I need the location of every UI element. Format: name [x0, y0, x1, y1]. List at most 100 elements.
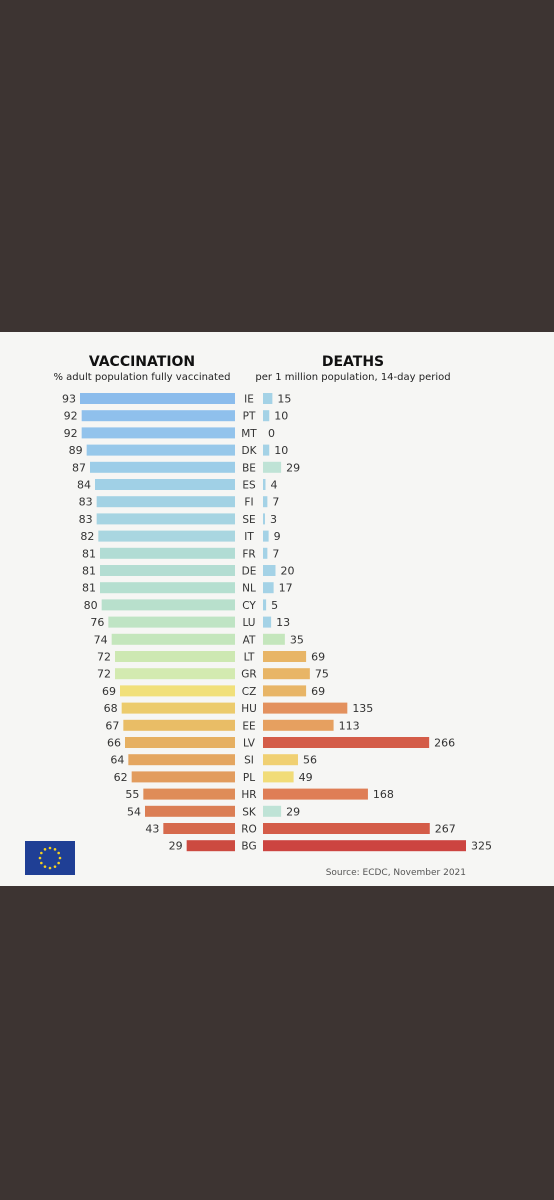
eu-flag-star	[40, 861, 43, 865]
country-code-cz: CZ	[242, 686, 257, 698]
country-code-cy: CY	[242, 600, 256, 612]
vaccination-bar-lv	[125, 737, 235, 748]
vaccination-label-se: 83	[79, 513, 93, 526]
chart: VACCINATION % adult population fully vac…	[25, 354, 492, 878]
country-code-hu: HU	[241, 703, 257, 715]
vaccination-bar-mt	[81, 427, 236, 439]
country-code-be: BE	[242, 462, 256, 474]
deaths-label-de: 20	[280, 565, 294, 578]
vaccination-bar-nl	[100, 582, 235, 594]
vaccination-bar-it	[98, 530, 235, 542]
vaccination-label-cz: 69	[102, 685, 116, 698]
vaccination-title: VACCINATION	[89, 354, 195, 370]
eu-flag-icon	[25, 841, 75, 875]
vaccination-bar-be	[90, 461, 235, 473]
vaccination-bar-at	[111, 633, 235, 645]
country-code-dk: DK	[242, 445, 258, 457]
vaccination-bar-ro	[163, 823, 235, 834]
vaccination-label-de: 81	[82, 565, 96, 578]
vaccination-label-es: 84	[77, 479, 91, 492]
vaccination-label-sk: 54	[127, 805, 141, 818]
country-code-ro: RO	[241, 824, 257, 836]
vaccination-label-bg: 29	[169, 840, 183, 853]
country-code-lv: LV	[243, 738, 256, 750]
country-code-mt: MT	[241, 428, 257, 440]
deaths-bar-fr	[263, 547, 268, 559]
deaths-bar-lu	[263, 616, 272, 628]
deaths-label-lv: 266	[434, 737, 455, 750]
eu-flag-star	[57, 851, 60, 855]
deaths-label-lu: 13	[276, 616, 290, 629]
chart-card: VACCINATION % adult population fully vac…	[0, 332, 554, 886]
country-code-lu: LU	[242, 617, 255, 629]
vaccination-bar-lu	[108, 616, 235, 628]
vaccination-bar-lt	[115, 651, 235, 662]
vaccination-label-si: 64	[110, 754, 124, 767]
deaths-bar-pt	[263, 410, 270, 422]
country-code-se: SE	[242, 514, 255, 526]
deaths-bar-pl	[263, 771, 294, 783]
country-code-at: AT	[243, 634, 256, 646]
vaccination-label-lt: 72	[97, 651, 111, 664]
deaths-bar-nl	[263, 582, 274, 594]
deaths-bar-bg	[263, 840, 466, 852]
deaths-label-it: 9	[274, 530, 281, 543]
vaccination-label-lv: 66	[107, 737, 121, 750]
deaths-title: DEATHS	[322, 354, 384, 370]
vaccination-label-it: 82	[80, 530, 94, 543]
vaccination-bar-de	[100, 565, 235, 576]
vaccination-bar-dk	[86, 444, 236, 456]
deaths-bar-cz	[263, 685, 307, 697]
deaths-bar-dk	[263, 444, 270, 456]
vaccination-bar-cy	[101, 599, 236, 611]
deaths-label-pl: 49	[299, 771, 313, 784]
country-code-es: ES	[242, 480, 256, 492]
vaccination-label-pl: 62	[114, 771, 128, 784]
eu-flag-star	[53, 865, 57, 868]
deaths-label-gr: 75	[315, 668, 329, 681]
deaths-label-be: 29	[286, 461, 300, 474]
eu-flag-star	[43, 848, 47, 851]
deaths-label-cz: 69	[311, 685, 325, 698]
vaccination-bar-pl	[131, 771, 235, 783]
country-code-nl: NL	[242, 583, 256, 595]
source-note: Source: ECDC, November 2021	[326, 868, 466, 878]
deaths-label-si: 56	[303, 754, 317, 767]
vaccination-bar-hu	[121, 702, 235, 714]
eu-flag-star	[58, 856, 62, 860]
deaths-label-mt: 0	[268, 427, 275, 440]
deaths-label-at: 35	[290, 633, 304, 646]
vaccination-label-hu: 68	[104, 702, 118, 715]
deaths-bar-fi	[263, 496, 268, 508]
deaths-label-dk: 10	[274, 444, 288, 457]
vaccination-label-nl: 81	[82, 582, 96, 595]
deaths-label-pt: 10	[274, 410, 288, 423]
deaths-bar-es	[263, 479, 266, 490]
eu-flag-star	[57, 861, 60, 865]
vaccination-bar-bg	[186, 840, 235, 852]
deaths-bar-hr	[263, 788, 368, 800]
deaths-bar-hu	[263, 702, 348, 714]
eu-flag-star	[48, 846, 52, 850]
eu-flag-star	[53, 848, 57, 851]
vaccination-label-fi: 83	[79, 496, 93, 509]
country-code-ie: IE	[244, 394, 254, 406]
vaccination-bar-se	[96, 513, 236, 525]
deaths-label-ee: 113	[339, 719, 360, 732]
deaths-bar-de	[263, 565, 276, 576]
country-code-si: SI	[244, 755, 254, 767]
country-code-ee: EE	[242, 720, 255, 732]
country-code-pl: PL	[243, 772, 255, 784]
vaccination-label-hr: 55	[125, 788, 139, 801]
deaths-bar-ro	[263, 823, 430, 834]
deaths-bar-at	[263, 633, 285, 645]
vaccination-label-mt: 92	[64, 427, 78, 440]
vaccination-bar-gr	[115, 668, 235, 680]
vaccination-bar-sk	[145, 805, 235, 817]
country-code-gr: GR	[241, 669, 256, 681]
deaths-label-lt: 69	[311, 651, 325, 664]
deaths-bar-be	[263, 461, 282, 473]
deaths-subtitle: per 1 million population, 14-day period	[255, 372, 450, 383]
vaccination-subtitle: % adult population fully vaccinated	[54, 372, 231, 383]
